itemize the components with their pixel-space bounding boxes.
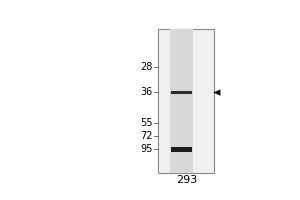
Text: 55: 55 [140, 118, 153, 128]
Text: 72: 72 [140, 131, 153, 141]
Text: 293: 293 [176, 175, 197, 185]
Text: 36: 36 [140, 87, 153, 97]
Bar [171, 147, 192, 152]
Bar [170, 29, 193, 173]
Bar [171, 91, 192, 94]
Bar [158, 29, 214, 173]
Polygon shape [213, 89, 220, 96]
Text: 95: 95 [140, 144, 153, 154]
Text: 28: 28 [140, 62, 153, 72]
